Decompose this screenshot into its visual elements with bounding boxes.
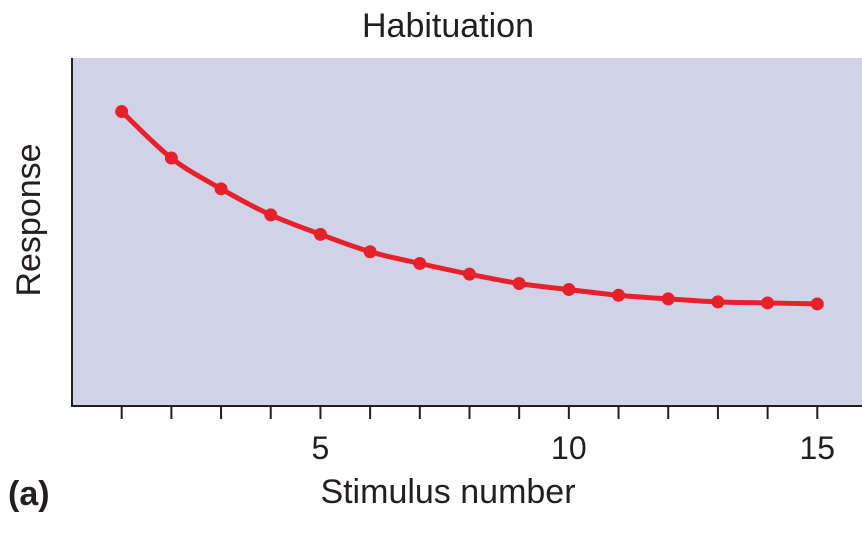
data-point-5 <box>313 227 327 241</box>
data-point-15 <box>810 297 824 311</box>
y-axis-label: Response <box>10 143 48 296</box>
data-point-2 <box>164 151 178 165</box>
data-point-6 <box>363 245 377 259</box>
chart-title: Habituation <box>362 7 534 45</box>
data-point-1 <box>115 105 129 119</box>
x-tick-labels: 5 10 15 <box>312 430 836 466</box>
data-point-3 <box>214 182 228 196</box>
x-axis-label: Stimulus number <box>320 473 575 511</box>
x-tick-label-5: 5 <box>312 430 330 466</box>
data-point-14 <box>761 296 775 310</box>
data-point-9 <box>512 277 526 291</box>
data-point-11 <box>612 288 626 302</box>
plot-area <box>72 58 862 406</box>
data-point-8 <box>462 267 476 281</box>
panel-label: (a) <box>8 475 50 513</box>
x-ticks <box>120 406 819 419</box>
data-point-7 <box>413 256 427 270</box>
x-tick-label-10: 10 <box>551 430 587 466</box>
axes <box>71 58 862 407</box>
data-point-10 <box>562 283 576 297</box>
data-point-13 <box>711 295 725 309</box>
x-tick-label-15: 15 <box>799 430 835 466</box>
data-point-4 <box>264 208 278 222</box>
data-points <box>115 105 824 311</box>
data-point-12 <box>661 292 675 306</box>
